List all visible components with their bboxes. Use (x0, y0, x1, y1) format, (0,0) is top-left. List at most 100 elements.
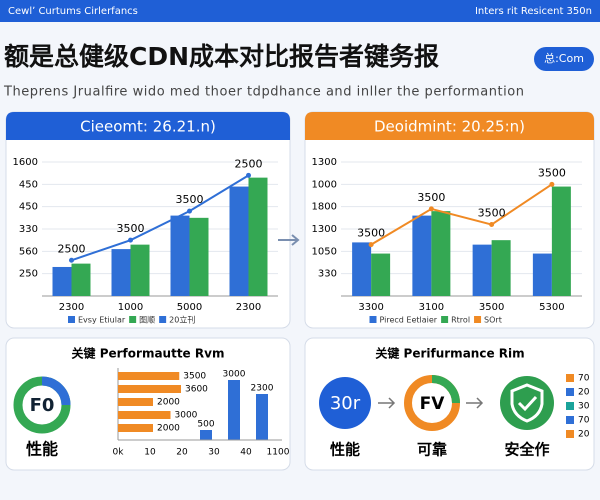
y-tick-label: 1050 (312, 246, 337, 257)
y-tick-label: 1300 (312, 157, 337, 168)
bar (352, 242, 372, 296)
line-label: 3500 (478, 207, 506, 220)
line-point (187, 208, 192, 214)
line-label: 3500 (538, 166, 566, 179)
y-tick-label: 330 (19, 224, 38, 235)
line-point (246, 172, 251, 178)
bar (532, 253, 552, 296)
panel (304, 337, 595, 471)
h-bar (118, 398, 153, 406)
x-tick-label: 40 (240, 448, 252, 458)
donut-text: F0 (30, 395, 55, 416)
legend-swatch (566, 430, 574, 438)
legend-swatch (566, 374, 574, 382)
h-bar (118, 372, 180, 380)
bar-label: 2000 (157, 424, 180, 434)
panel-title: 关键 Performautte Rvm (72, 346, 225, 361)
bar (551, 186, 571, 296)
panel-header (6, 112, 290, 140)
legend-label: 20立刊 (169, 315, 195, 325)
shield-icon (510, 383, 544, 423)
donut-caption: 性能 (26, 440, 58, 459)
bar (371, 253, 391, 296)
x-tick-label: 3100 (419, 302, 444, 313)
line (71, 174, 250, 262)
bar (71, 263, 91, 296)
bar (248, 177, 268, 296)
bar (130, 244, 150, 296)
panel-title: 关键 Perifurmance Rim (375, 346, 524, 361)
legend-swatch (566, 402, 574, 410)
arrow (378, 397, 396, 409)
panel-heading: Cieeomt: 26.21.n) (80, 118, 216, 136)
line-label: 2500 (235, 157, 263, 170)
x-tick-label: 5300 (539, 302, 564, 313)
y-tick-label: 560 (19, 246, 38, 257)
x-tick-label: 2300 (59, 302, 84, 313)
legend-label: SOrt (484, 316, 502, 325)
legend-label: 70 (578, 374, 590, 384)
legend-swatch (369, 316, 377, 323)
donut-segment (431, 375, 460, 404)
v-bar (256, 394, 268, 440)
badge (534, 47, 594, 71)
legend-swatch (129, 316, 137, 323)
legend-label: 图顺 (139, 316, 155, 325)
y-tick-label: 1800 (312, 202, 337, 213)
bar (472, 244, 492, 296)
legend-swatch (68, 316, 75, 323)
line-label: 3500 (117, 222, 145, 235)
line-point (368, 242, 374, 248)
x-tick-label: 0k (113, 448, 125, 458)
bar (431, 211, 451, 296)
arrow (466, 397, 484, 409)
bar-label: 500 (197, 420, 214, 430)
line-point (549, 181, 555, 187)
legend-swatch (474, 316, 482, 323)
bar-label: 2300 (251, 384, 274, 394)
line-point (428, 206, 434, 212)
legend-swatch (441, 316, 449, 323)
legend-label: Rtrol (451, 316, 470, 325)
line-label: 2500 (58, 242, 86, 255)
line (370, 183, 553, 246)
line-label: 3500 (417, 191, 445, 204)
panel-header (305, 112, 594, 140)
y-tick-label: 1000 (312, 179, 337, 190)
x-tick-label: 20 (176, 448, 188, 458)
bar (491, 240, 511, 296)
title: 额是总健级CDN成本对比报告者键务报 (4, 42, 439, 71)
legend-label: 30 (578, 402, 590, 412)
x-tick-label: 3300 (358, 302, 383, 313)
line-point (128, 237, 133, 243)
icon-text: 30r (330, 393, 361, 414)
y-tick-label: 250 (19, 269, 38, 280)
bar-label: 3600 (185, 385, 208, 395)
x-tick-label: 10 (144, 448, 156, 458)
subtitle: Theprens Jrualfire wido med thoer tdpdha… (3, 85, 524, 100)
legend-swatch (566, 416, 574, 424)
bar (189, 217, 209, 296)
legend-label: Pirecd Eetlaier (380, 316, 438, 325)
h-bar (118, 424, 153, 432)
donut-segment (41, 376, 71, 406)
x-tick-label: 30 (208, 448, 220, 458)
legend-label: 70 (578, 416, 590, 426)
y-tick-label: 1600 (13, 157, 38, 168)
legend-label: 20 (578, 430, 590, 440)
x-tick-label: 1000 (118, 302, 143, 313)
line-label: 3500 (357, 227, 385, 240)
bar (170, 215, 190, 296)
h-bar (118, 411, 171, 419)
x-tick-label: 2300 (236, 302, 261, 313)
icon-caption: 可靠 (417, 441, 447, 459)
bar (52, 266, 72, 296)
y-tick-label: 330 (318, 269, 337, 280)
line-label: 3500 (176, 193, 204, 206)
x-tick-label: 5000 (177, 302, 202, 313)
x-tick-label: 3500 (479, 302, 504, 313)
legend-label: 20 (578, 388, 590, 398)
v-bar (228, 380, 240, 440)
h-bar (118, 385, 181, 393)
